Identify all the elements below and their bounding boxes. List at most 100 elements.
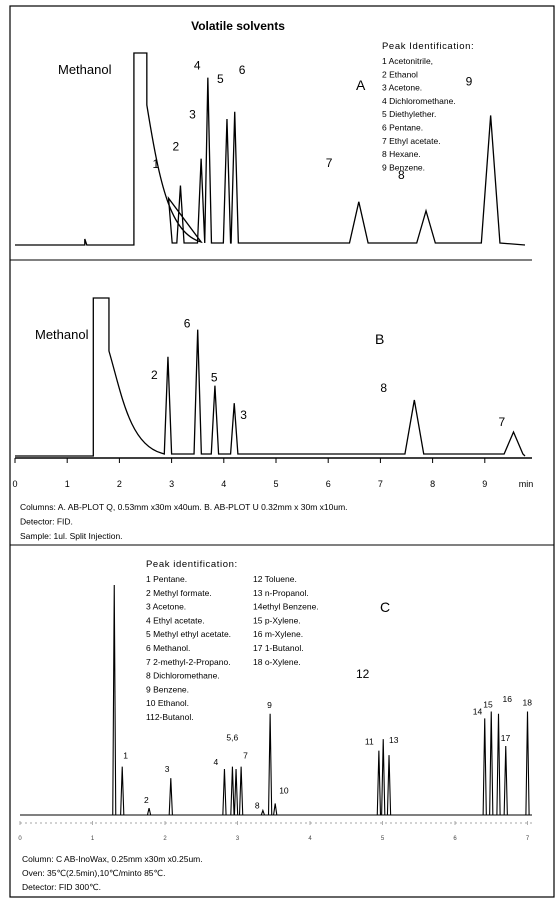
peak-label-a-7: 7 [326,156,333,170]
peak-id-c-right-2: 13 n-Propanol. [253,588,309,598]
peak-id-c-left-9: 9 Benzene. [146,684,189,694]
note-c-2: Oven: 35℃(2.5min),10℃/minto 85℃. [22,868,165,878]
x-tick-label-c-7: 7 [526,836,530,842]
x-tick-label-b-5: 5 [273,479,278,489]
peak-label-b-5: 5 [211,371,218,385]
peak-label-c-16: 16 [503,694,513,704]
x-tick-label-c-1: 1 [91,836,95,842]
peak-label-c-17: 17 [501,733,511,743]
peak-label-a-6: 6 [239,63,246,77]
peak-id-title-c: Peak identification: [146,559,238,570]
peak-id-a-5: 5 Diethylether. [382,109,436,119]
trace-c [20,584,532,816]
peak-id-c-right-4: 15 p-Xylene. [253,615,301,625]
peak-labels-a: 12 3 4 5 6 7 8 9 [153,59,473,182]
x-ticks-c: 0 1 2 3 4 5 6 7 [18,821,530,842]
peak-id-a-1: 1 Acetonitrile, [382,56,433,66]
peak-label-c-12: 12 [356,667,370,681]
trace-a [15,52,526,246]
peak-label-b-8: 8 [380,381,387,395]
peak-label-b-6: 6 [184,317,191,331]
peak-label-c-11: 11 [365,737,374,747]
peak-id-list-a: 1 Acetonitrile, 2 Ethanol 3 Acetone. 4 Dich… [382,56,456,172]
peak-label-c-5-6: 5,6 [226,733,238,743]
peak-id-a-6: 6 Pentane. [382,123,423,133]
peak-id-list-c: 1 Pentane. 2 Methyl formate. 3 Acetone. 4 E… [146,574,319,722]
note-ab-2: Detector: FID. [20,517,73,527]
panel-letter-b: B [375,331,384,347]
peak-label-a-5: 5 [217,72,224,86]
peak-id-c-left-1: 1 Pentane. [146,574,187,584]
peak-id-a-7: 7 Ethyl acetate. [382,136,441,146]
peak-id-title-a: Peak Identification: [382,41,474,52]
x-tick-label-b-3: 3 [169,479,174,489]
x-tick-label-c-4: 4 [308,836,312,842]
panel-letter-a: A [356,77,366,93]
peak-label-c-15: 15 [483,700,493,710]
peak-label-c-2: 2 [144,795,149,805]
peak-label-a-9: 9 [466,74,473,88]
note-c-1: Column: C AB-InoWax, 0.25mm x30m x0.25um… [22,854,203,864]
peak-id-a-4: 4 Dichloromethane. [382,96,456,106]
peak-labels-b: 2 6 5 3 8 7 [151,317,506,429]
peak-id-c-right-3: 14ethyl Benzene. [253,602,319,612]
panel-b: 0 1 2 3 4 5 6 7 8 9 min Methanol B 2 6 5 3 8 7 [12,297,533,489]
note-ab-1: Columns: A. AB-PLOT Q, 0.53mm x30m x40um… [20,502,348,512]
peak-label-b-7: 7 [499,415,506,429]
peak-label-a-2: 2 [172,140,179,154]
peak-id-c-right-6: 17 1-Butanol. [253,643,304,653]
peak-label-c-7: 7 [243,751,248,761]
method-notes-ab: Columns: A. AB-PLOT Q, 0.53mm x30m x40um… [20,502,348,541]
note-ab-3: Sample: 1ul. Split Injection. [20,531,123,541]
x-tick-label-c-3: 3 [236,836,240,842]
solvent-label-b: Methanol [35,327,89,342]
x-tick-label-b-min: min [519,479,534,489]
panel-letter-c: C [380,599,390,615]
peak-label-c-4: 4 [213,757,218,767]
peak-label-b-2: 2 [151,368,158,382]
peak-label-b-3: 3 [240,408,247,422]
x-tick-label-c-5: 5 [381,836,385,842]
peak-label-a-1: 1 [153,157,160,171]
peak-id-a-3: 3 Acetone. [382,83,422,93]
method-notes-c: Column: C AB-InoWax, 0.25mm x30m x0.25um… [22,854,203,892]
peak-id-c-left-3: 3 Acetone. [146,602,186,612]
x-tick-label-b-2: 2 [117,479,122,489]
peak-id-a-9: 9 Benzene. [382,162,425,172]
figure-title: Volatile solvents [191,19,285,33]
peak-id-a-8: 8 Hexane. [382,149,421,159]
x-tick-label-b-7: 7 [378,479,383,489]
peak-label-c-1: 1 [123,751,128,761]
peak-label-c-13: 13 [389,735,399,745]
x-tick-label-c-6: 6 [453,836,457,842]
peak-label-a-4: 4 [194,59,201,73]
peak-label-c-3: 3 [165,764,170,774]
x-tick-label-b-1: 1 [65,479,70,489]
peak-id-a-2: 2 Ethanol [382,69,418,79]
peak-label-a-8: 8 [398,168,405,182]
x-tick-label-b-9: 9 [482,479,487,489]
peak-label-c-18: 18 [523,698,533,708]
note-c-3: Detector: FID 300℃. [22,882,101,892]
solvent-label-a: Methanol [58,62,112,77]
peak-id-c-left-6: 6 Methanol. [146,643,190,653]
x-tick-label-c-2: 2 [163,836,167,842]
peak-id-c-right-7: 18 o-Xylene. [253,657,301,667]
x-ticks-b: 0 1 2 3 4 5 6 7 8 9 min [12,458,533,489]
peak-label-c-10: 10 [279,786,289,796]
x-tick-label-b-0: 0 [12,479,17,489]
peak-id-c-left-2: 2 Methyl formate. [146,588,212,598]
x-tick-label-c-0: 0 [18,836,22,842]
peak-label-a-3: 3 [189,108,196,122]
peak-id-c-left-4: 4 Ethyl acetate. [146,615,205,625]
x-tick-label-b-4: 4 [221,479,226,489]
peak-id-c-left-7: 7 2-methyl-2-Propano. [146,657,231,667]
figure-frame [9,5,555,898]
x-tick-label-b-6: 6 [326,479,331,489]
peak-id-c-right-1: 12 Toluene. [253,574,297,584]
panel-a: Methanol A Peak Identification: 1 Aceton… [15,41,526,246]
peak-id-c-left-5: 5 Methyl ethyl acetate. [146,629,231,639]
peak-label-c-8: 8 [255,800,260,810]
